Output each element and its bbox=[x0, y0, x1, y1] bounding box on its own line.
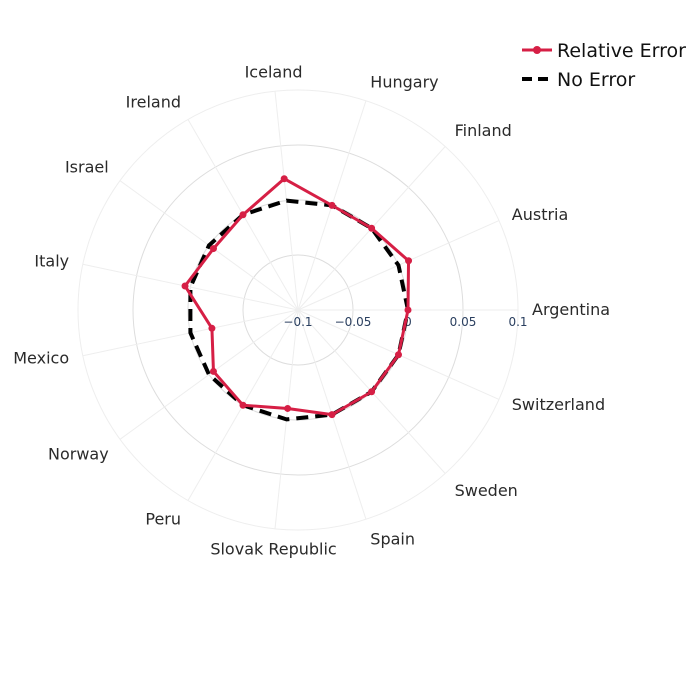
category-label: Hungary bbox=[370, 72, 438, 91]
category-label: Mexico bbox=[13, 349, 69, 368]
radial-tick-label: 0 bbox=[404, 315, 412, 329]
data-point bbox=[208, 324, 216, 332]
category-label: Switzerland bbox=[512, 395, 605, 414]
radial-tick-label: −0.1 bbox=[283, 315, 312, 329]
series-line-relative-error bbox=[183, 177, 411, 417]
data-point bbox=[239, 401, 247, 409]
category-label: Ireland bbox=[126, 92, 181, 111]
legend-marker bbox=[533, 46, 541, 54]
data-point bbox=[239, 211, 247, 219]
category-label: Slovak Republic bbox=[210, 540, 336, 559]
legend: Relative Error No Error bbox=[522, 40, 686, 91]
category-label: Italy bbox=[34, 251, 69, 270]
radial-tick-label: 0.05 bbox=[450, 315, 477, 329]
radial-tick-labels: −0.1 −0.05 0 0.05 0.1 bbox=[283, 315, 527, 329]
category-label: Argentina bbox=[532, 300, 610, 319]
legend-label: No Error bbox=[557, 69, 635, 91]
category-label: Norway bbox=[48, 445, 109, 464]
data-point bbox=[328, 201, 336, 209]
data-point bbox=[394, 351, 402, 359]
radial-tick-label: 0.1 bbox=[508, 315, 527, 329]
data-point bbox=[328, 411, 336, 419]
data-point bbox=[209, 245, 217, 253]
category-label: Austria bbox=[512, 205, 569, 224]
category-label: Iceland bbox=[245, 62, 303, 81]
legend-item-relative-error[interactable]: Relative Error bbox=[522, 40, 686, 62]
category-label: Israel bbox=[65, 157, 109, 176]
category-label: Peru bbox=[145, 510, 181, 529]
data-point bbox=[280, 175, 288, 183]
category-label: Sweden bbox=[455, 481, 518, 500]
data-point bbox=[405, 257, 413, 265]
data-point bbox=[368, 224, 376, 232]
data-point bbox=[209, 367, 217, 375]
series-traces bbox=[181, 175, 413, 422]
category-label: Spain bbox=[370, 530, 415, 549]
legend-item-no-error[interactable]: No Error bbox=[522, 69, 635, 91]
data-point bbox=[404, 306, 412, 314]
category-label: Finland bbox=[455, 121, 512, 140]
radial-tick-label: −0.05 bbox=[335, 315, 372, 329]
data-point bbox=[368, 388, 376, 396]
data-point bbox=[181, 282, 189, 290]
legend-label: Relative Error bbox=[557, 40, 686, 62]
angular-grid-line bbox=[82, 263, 299, 311]
angular-axis-lines bbox=[82, 91, 518, 529]
data-point bbox=[284, 404, 292, 412]
category-labels: Argentina Austria Finland Hungary Iceland Ire… bbox=[13, 62, 610, 558]
angular-grid-line bbox=[119, 309, 299, 440]
